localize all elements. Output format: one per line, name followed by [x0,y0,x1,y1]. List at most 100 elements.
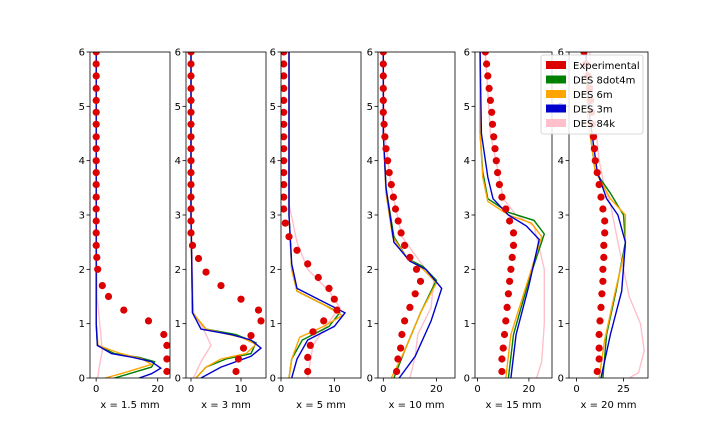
experimental-point [595,330,603,339]
x-axis-label: x = 5 mm [296,400,346,411]
y-tick-label: 0 [175,374,181,385]
legend-label: DES 84k [573,119,615,130]
experimental-point [498,193,506,201]
experimental-point [488,108,496,116]
y-tick-label: 6 [558,48,564,59]
experimental-point [379,72,387,80]
plot-area [92,52,170,378]
y-tick-label: 2 [175,265,181,276]
experimental-point [325,284,333,292]
legend-box [540,54,644,135]
experimental-point [187,120,195,128]
line-des-3m [95,52,163,378]
experimental-point [281,60,288,68]
y-tick-label: 6 [79,48,85,59]
experimental-point [484,72,492,80]
subplot-5: 0 1 2 3 4 5 6 0 20 x = 15 mm [464,48,553,411]
experimental-point [194,254,203,263]
y-tick-label: 6 [270,48,276,59]
line-des-8dot4m [382,52,438,378]
y-tick-label: 4 [558,156,564,167]
experimental-point [187,60,195,68]
experimental-point [92,157,100,165]
experimental-point [306,341,314,349]
x-axis-label: x = 20 mm [580,400,636,411]
experimental-point [401,241,409,249]
y-tick-label: 4 [79,156,85,167]
y-tick-label: 3 [175,211,181,222]
experimental-point [93,253,101,261]
legend: Experimental DES 8dot4m DES 6m DES 3m DES 84… [540,54,644,135]
experimental-point [504,290,512,298]
x-axis-label: x = 10 mm [388,400,444,411]
experimental-point [92,145,100,153]
y-tick-label: 2 [464,265,470,276]
experimental-point [491,145,499,153]
experimental-point [187,96,195,104]
legend-label: Experimental [573,61,640,72]
experimental-point [379,52,387,56]
experimental-point [281,133,288,141]
experimental-point [217,282,225,290]
line-des-3m [382,52,443,378]
y-tick-label: 0 [464,374,470,385]
experimental-point [485,84,493,92]
subplot-4: 0 1 2 3 4 5 6 0 20 x = 10 mm [367,48,456,411]
experimental-point [92,60,100,68]
experimental-point [120,306,128,314]
experimental-point [384,157,392,165]
experimental-point [92,229,100,237]
experimental-point [304,353,312,361]
x-tick-label: 20 [430,384,443,395]
experimental-point [509,229,518,237]
x-tick-label: 0 [278,384,284,395]
experimental-point [490,133,498,141]
experimental-point [412,265,421,273]
experimental-point [187,133,195,141]
experimental-point [202,268,210,276]
experimental-point [411,290,419,298]
plot-area [187,52,265,378]
y-tick-label: 4 [270,156,276,167]
x-tick-label: 0 [188,384,194,395]
y-tick-label: 6 [464,48,470,59]
experimental-point [593,367,601,376]
legend-label: DES 6m [573,90,613,101]
line-des-6m [479,52,543,378]
experimental-point [595,355,603,363]
subplot-2: 0 1 2 3 4 5 6 0 10 x = 3 mm [175,48,267,411]
experimental-point [503,303,511,311]
experimental-point [394,217,402,225]
experimental-point [281,108,288,116]
y-tick-label: 3 [270,211,276,222]
y-tick-label: 1 [558,319,564,330]
legend-swatch [546,119,566,127]
y-tick-label: 3 [464,211,470,222]
experimental-point [498,355,506,363]
legend-label: DES 8dot4m [573,76,635,87]
x-tick-label: 0 [93,384,99,395]
axes-frame [280,51,362,379]
experimental-point [92,241,100,249]
axes-frame [474,51,553,379]
x-tick-label: 10 [235,384,248,395]
experimental-point [397,344,405,352]
experimental-point [382,145,390,153]
experimental-point [232,367,240,376]
experimental-point [281,219,289,227]
x-axis-label: x = 15 mm [485,400,541,411]
experimental-point [247,332,255,340]
experimental-point [506,217,514,225]
experimental-point [293,246,301,254]
x-tick-label: 20 [523,384,536,395]
experimental-point [381,133,389,141]
y-tick-label: 4 [367,156,373,167]
experimental-point [591,157,599,165]
axes-frame [185,51,267,379]
experimental-point [406,303,414,311]
experimental-point [239,344,248,352]
experimental-point [387,181,395,189]
y-tick-label: 6 [367,48,373,59]
experimental-point [320,317,328,325]
y-tick-label: 2 [79,265,85,276]
